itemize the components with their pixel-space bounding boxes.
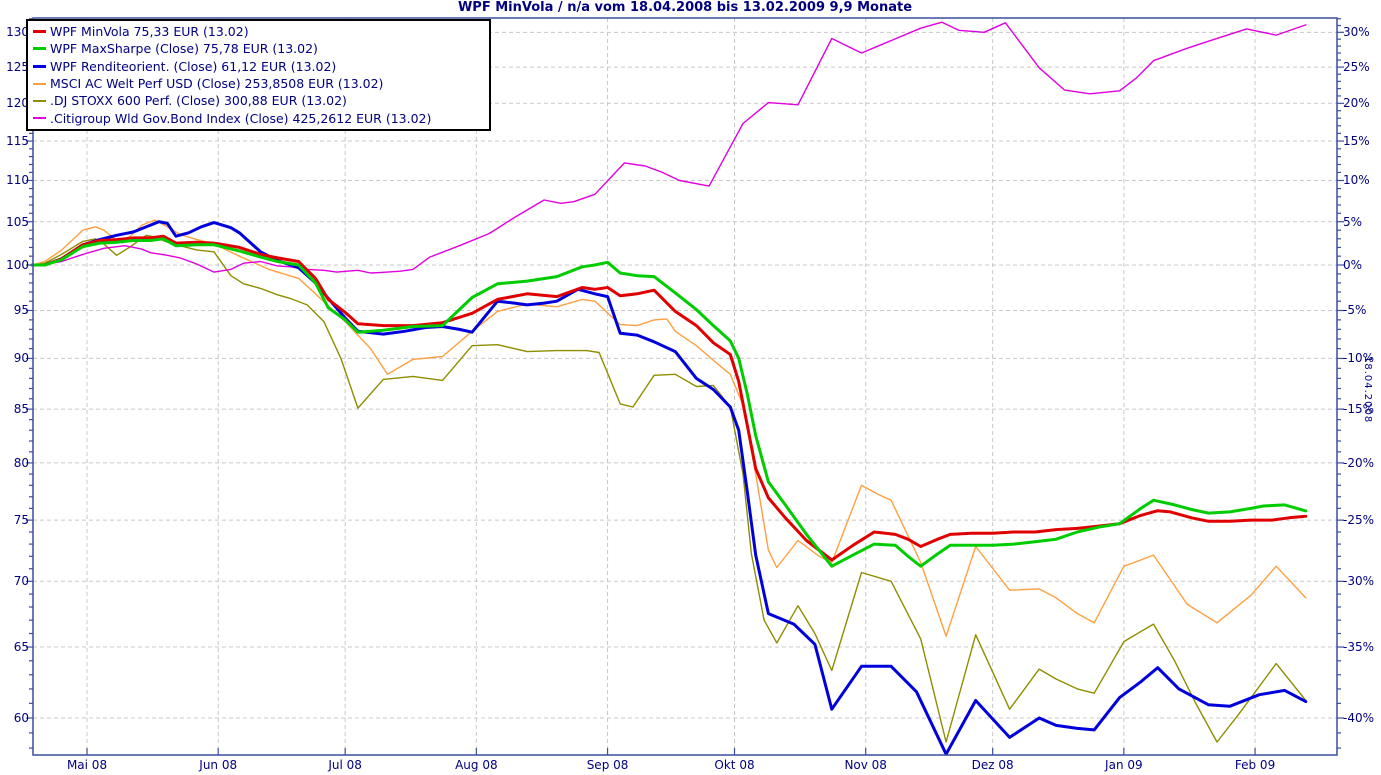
y-right-label-30: 30% — [1343, 25, 1370, 40]
y-left-label-65: 65 — [13, 640, 29, 655]
x-axis-label-sep-08: Sep 08 — [586, 758, 629, 772]
series-line-wpf-maxsharpe — [30, 237, 1308, 568]
x-axis-label-dez-08: Dez 08 — [971, 758, 1014, 772]
y-left-label-70: 70 — [13, 574, 29, 589]
x-axis-label-jan-09: Jan 09 — [1105, 758, 1143, 772]
legend-swatch-msci-ac-welt — [33, 82, 46, 85]
x-axis-label-jul-08: Jul 08 — [328, 758, 362, 772]
y-right-label-5: 5% — [1343, 214, 1363, 229]
y-left-label-120: 120 — [6, 96, 29, 111]
y-right-label--40: -40% — [1343, 711, 1375, 725]
legend-item-msci-ac-welt: MSCI AC Welt Perf USD (Close) 253,8508 E… — [33, 76, 489, 92]
legend-swatch-citigroup-wld-gov-bond — [33, 117, 46, 120]
x-axis-label-mai-08: Mai 08 — [66, 758, 108, 772]
y-left-label-80: 80 — [13, 455, 29, 470]
legend-item-citigroup-wld-gov-bond: .Citigroup Wld Gov.Bond Index (Close) 42… — [33, 110, 489, 126]
legend-swatch-wpf-minvola — [33, 30, 46, 34]
legend-label-citigroup-wld-gov-bond: .Citigroup Wld Gov.Bond Index (Close) 42… — [50, 110, 432, 126]
series-line-wpf-minvola — [30, 234, 1308, 562]
legend-item-dj-stoxx-600: .DJ STOXX 600 Perf. (Close) 300,88 EUR (… — [33, 93, 489, 109]
y-left-label-85: 85 — [13, 402, 29, 417]
series-line-citigroup-wld-gov-bond — [31, 21, 1307, 274]
y-left-label-60: 60 — [13, 711, 29, 725]
y-right-label--35: -35% — [1343, 640, 1375, 655]
y-right-label--10: -10% — [1343, 351, 1375, 366]
y-left-label-110: 110 — [6, 173, 29, 188]
start-date-label: 18.04.2008 — [1362, 356, 1373, 424]
legend-label-wpf-maxsharpe: WPF MaxSharpe (Close) 75,78 EUR (13.02) — [50, 41, 318, 57]
legend-box: WPF MinVola 75,33 EUR (13.02) WPF MaxShar… — [26, 19, 491, 131]
legend-swatch-dj-stoxx-600 — [33, 99, 46, 102]
chart-title: WPF MinVola / n/a vom 18.04.2008 bis 13.… — [457, 0, 913, 15]
y-right-label-0: 0% — [1343, 258, 1363, 272]
legend-label-dj-stoxx-600: .DJ STOXX 600 Perf. (Close) 300,88 EUR (… — [50, 93, 347, 109]
legend-swatch-wpf-maxsharpe — [33, 47, 46, 51]
series-line-dj-stoxx-600 — [31, 234, 1307, 743]
y-right-label--25: -25% — [1343, 513, 1375, 528]
x-axis-label-aug-08: Aug 08 — [455, 758, 498, 772]
y-right-label-20: 20% — [1343, 96, 1370, 111]
legend-item-wpf-minvola: WPF MinVola 75,33 EUR (13.02) — [33, 24, 489, 40]
legend-label-wpf-minvola: WPF MinVola 75,33 EUR (13.02) — [50, 24, 249, 40]
y-left-label-105: 105 — [6, 214, 29, 229]
legend-item-wpf-maxsharpe: WPF MaxSharpe (Close) 75,78 EUR (13.02) — [33, 41, 489, 57]
y-right-label--30: -30% — [1343, 574, 1375, 589]
y-left-label-100: 100 — [6, 258, 29, 272]
x-axis-label-jun-08: Jun 08 — [199, 758, 238, 772]
x-axis-label-nov-08: Nov 08 — [844, 758, 887, 772]
legend-label-wpf-renditeorient: WPF Renditeorient. (Close) 61,12 EUR (13… — [50, 58, 337, 74]
plot-frame — [32, 17, 1338, 756]
y-left-label-90: 90 — [13, 351, 29, 366]
y-left-label-115: 115 — [6, 134, 29, 149]
y-right-label--5: -5% — [1343, 303, 1367, 318]
legend-label-msci-ac-welt: MSCI AC Welt Perf USD (Close) 253,8508 E… — [50, 76, 384, 92]
series-line-msci-ac-welt — [31, 219, 1307, 637]
legend-item-wpf-renditeorient: WPF Renditeorient. (Close) 61,12 EUR (13… — [33, 58, 489, 74]
legend-swatch-wpf-renditeorient — [33, 64, 46, 68]
series-line-wpf-renditeorient — [30, 220, 1308, 756]
y-right-label--15: -15% — [1343, 402, 1375, 417]
y-left-label-125: 125 — [6, 60, 29, 75]
y-right-label-25: 25% — [1343, 60, 1370, 75]
x-axis-label-feb-09: Feb 09 — [1234, 758, 1276, 772]
y-right-label--20: -20% — [1343, 455, 1375, 470]
y-left-label-75: 75 — [13, 513, 29, 528]
y-left-label-95: 95 — [13, 303, 29, 318]
y-left-label-130: 130 — [6, 25, 29, 40]
y-right-label-10: 10% — [1343, 173, 1370, 188]
y-right-label-15: 15% — [1343, 134, 1370, 149]
x-axis-label-okt-08: Okt 08 — [714, 758, 755, 772]
